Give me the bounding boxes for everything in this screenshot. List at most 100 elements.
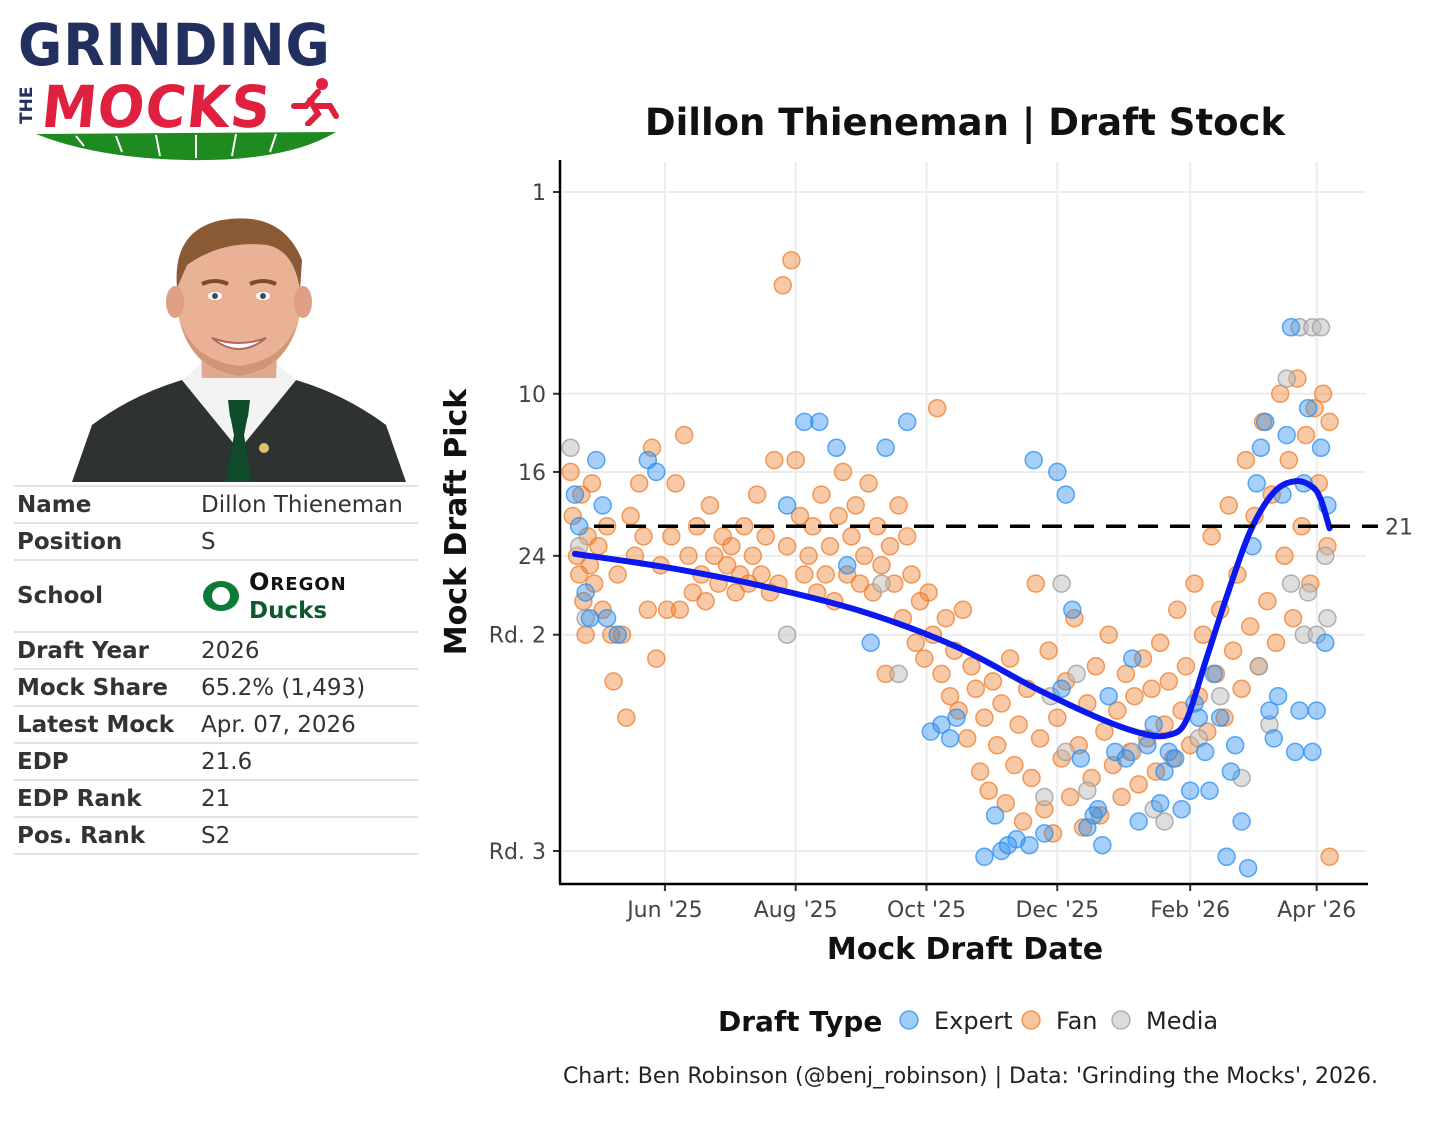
x-tick-label: Jun '25: [625, 898, 702, 923]
info-row-draft-year: Draft Year 2026: [14, 633, 418, 670]
point-fan: [816, 565, 835, 584]
trend-line: [571, 478, 1333, 740]
point-fan: [1073, 818, 1093, 837]
point-fan: [1275, 546, 1294, 566]
point-fan: [621, 506, 640, 526]
point-expert: [1316, 633, 1335, 653]
point-fan: [936, 608, 956, 628]
x-tick-label: Feb '26: [1150, 898, 1230, 923]
reference-line-label: 21: [1385, 515, 1413, 540]
y-axis-title: Mock Draft Pick: [439, 388, 474, 655]
point-fan: [756, 527, 775, 546]
point-fan: [799, 546, 818, 566]
point-expert: [647, 462, 666, 482]
point-expert: [1221, 762, 1241, 781]
point-fan: [795, 565, 814, 584]
point-fan: [1236, 450, 1256, 470]
point-media: [1056, 742, 1076, 762]
point-fan: [743, 546, 763, 566]
point-expert: [940, 729, 960, 748]
point-expert: [795, 412, 814, 432]
point-expert: [565, 485, 585, 504]
x-tick-label: Aug '25: [754, 898, 838, 923]
point-media: [1260, 715, 1279, 734]
point-expert: [1052, 679, 1071, 699]
point-expert: [580, 608, 600, 628]
point-expert: [1217, 847, 1236, 867]
chart-points: [561, 251, 1339, 878]
point-media: [1281, 574, 1301, 593]
point-expert: [1056, 485, 1076, 504]
point-expert: [1150, 793, 1170, 813]
point-fan: [1022, 768, 1041, 788]
point-expert: [1281, 318, 1301, 337]
info-label: Latest Mock: [17, 711, 175, 738]
point-expert: [1200, 781, 1219, 800]
point-fan: [604, 672, 623, 691]
point-expert: [1264, 729, 1284, 748]
point-expert: [593, 496, 612, 515]
point-fan: [576, 625, 595, 644]
y-tick-label: 1: [532, 181, 546, 206]
latest-mock-value: Apr. 07, 2026: [201, 711, 356, 738]
point-expert: [837, 556, 857, 575]
mock-share-value: 65.2% (1,493): [201, 674, 366, 701]
point-expert: [1232, 812, 1251, 831]
point-fan: [992, 694, 1011, 713]
point-expert: [569, 517, 589, 536]
player-info-table: Name Dillon Thieneman Position S School …: [14, 485, 418, 855]
point-expert: [1172, 800, 1191, 819]
point-fan: [1168, 600, 1187, 620]
point-fan: [593, 600, 612, 620]
point-fan: [1185, 574, 1204, 593]
point-fan: [629, 474, 649, 493]
point-expert: [932, 715, 951, 734]
point-fan: [582, 474, 602, 493]
legend-marker-fan: [1021, 1010, 1041, 1030]
point-fan: [561, 462, 580, 482]
point-expert: [587, 450, 606, 470]
y-tick-label: 24: [518, 545, 546, 570]
point-expert: [608, 625, 627, 644]
point-fan: [752, 565, 771, 584]
point-fan: [777, 536, 797, 556]
chart-grid: [562, 162, 1366, 882]
point-fan: [634, 527, 653, 546]
point-fan: [1215, 708, 1234, 727]
point-fan: [696, 591, 715, 611]
point-media: [1210, 686, 1230, 706]
player-name-value: Dillon Thieneman: [201, 491, 403, 518]
point-fan: [662, 527, 681, 546]
point-fan: [1313, 384, 1333, 404]
point-expert: [1048, 462, 1067, 482]
point-fan: [589, 536, 608, 556]
point-media: [1298, 583, 1318, 602]
point-fan: [957, 729, 977, 748]
school-logo: OREGON Ducks: [201, 569, 347, 624]
point-expert: [861, 633, 880, 653]
info-label: School: [17, 583, 104, 609]
info-label: Mock Share: [17, 674, 169, 701]
point-fan: [1060, 787, 1080, 807]
point-fan: [949, 701, 968, 720]
info-label: Pos. Rank: [17, 822, 145, 849]
legend-label-expert: Expert: [934, 1007, 1013, 1035]
point-expert: [1255, 412, 1275, 432]
point-fan: [833, 462, 853, 482]
point-fan: [782, 251, 801, 270]
draft-year-value: 2026: [201, 637, 260, 664]
point-fan: [674, 425, 694, 445]
x-tick-label: Oct '25: [887, 898, 966, 923]
point-fan: [1026, 574, 1046, 593]
point-fan: [638, 600, 658, 620]
legend-marker-media: [1111, 1010, 1131, 1030]
point-fan: [1129, 775, 1148, 794]
point-expert: [1024, 450, 1043, 470]
point-expert: [1260, 701, 1279, 720]
point-fan: [962, 657, 981, 676]
point-fan: [786, 450, 805, 470]
point-fan: [859, 474, 878, 493]
info-row-position: Position S: [14, 524, 418, 561]
edp-rank-value: 21: [201, 785, 231, 812]
point-fan: [700, 496, 720, 515]
